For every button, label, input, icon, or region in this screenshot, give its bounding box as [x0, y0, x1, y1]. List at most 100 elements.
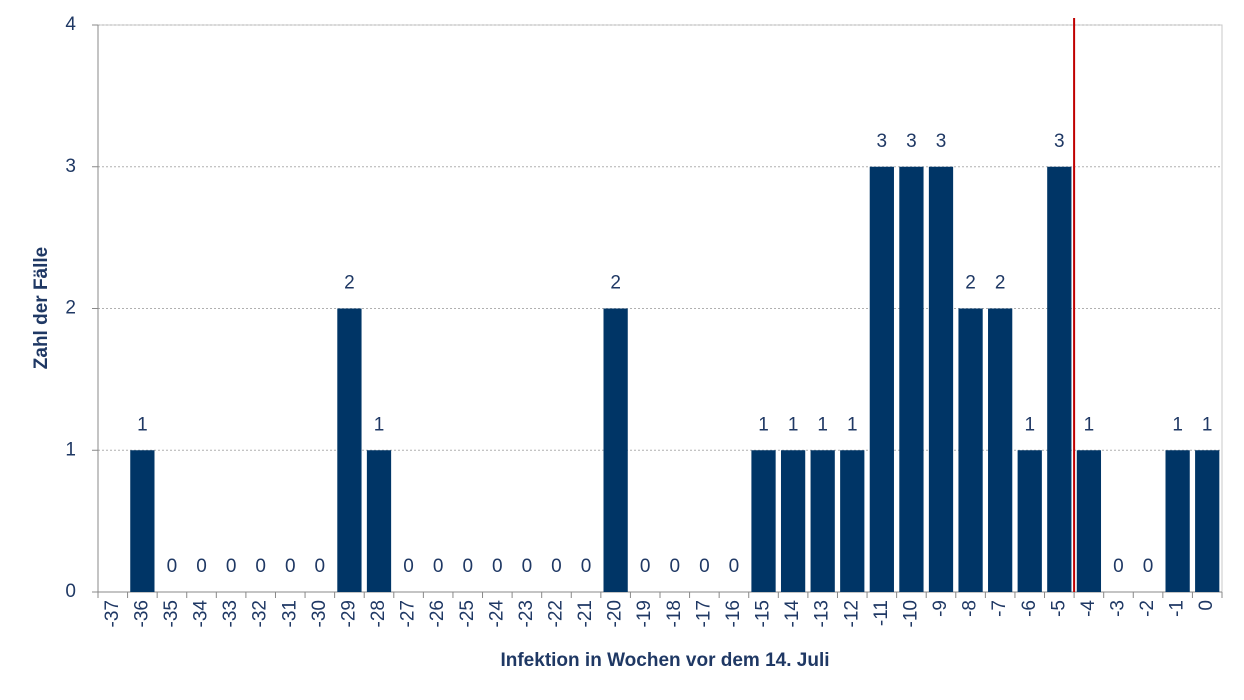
data-label: 0 — [699, 556, 710, 577]
y-tick-label: 3 — [65, 156, 76, 177]
bar — [1195, 450, 1220, 592]
x-tick-label: -33 — [220, 600, 241, 627]
x-tick-label: -8 — [960, 600, 981, 617]
x-tick-label: -32 — [250, 600, 271, 627]
data-label: 0 — [1143, 556, 1154, 577]
data-label: 2 — [344, 273, 355, 294]
x-tick-label: -28 — [368, 600, 389, 627]
bar — [958, 308, 983, 592]
y-tick-label: 0 — [65, 581, 76, 602]
x-tick-label: -15 — [753, 600, 774, 627]
x-tick-label: -29 — [338, 600, 359, 627]
bar — [1165, 450, 1190, 592]
bar — [869, 166, 894, 592]
bar — [780, 450, 806, 592]
data-label: 0 — [729, 556, 740, 577]
x-tick-label: -25 — [457, 600, 478, 627]
x-tick-label: -1 — [1167, 600, 1188, 617]
data-label: 1 — [1172, 414, 1183, 435]
bar — [130, 450, 155, 592]
x-tick-label: -13 — [812, 600, 833, 627]
x-tick-label: -26 — [427, 600, 448, 627]
bar — [899, 166, 924, 592]
x-tick-label: -30 — [309, 600, 330, 627]
data-label: 0 — [670, 556, 681, 577]
x-tick-label: -34 — [191, 600, 212, 628]
x-tick-label: -23 — [516, 600, 537, 627]
x-tick-label: -11 — [871, 600, 892, 626]
x-tick-label: -7 — [989, 600, 1010, 617]
bar — [988, 308, 1013, 592]
bar — [337, 308, 362, 592]
bar — [928, 166, 954, 592]
data-label: 3 — [877, 131, 888, 152]
bar — [1076, 450, 1102, 592]
data-label: 3 — [906, 131, 917, 152]
data-label: 3 — [936, 131, 947, 152]
x-tick-label: -10 — [900, 600, 921, 627]
data-label: 1 — [788, 414, 799, 435]
x-tick-label: -27 — [398, 600, 419, 627]
x-tick-label: -14 — [782, 600, 803, 628]
data-label: 1 — [137, 414, 148, 435]
data-label: 0 — [433, 556, 444, 577]
data-label: 2 — [995, 273, 1006, 294]
x-tick-label: -24 — [486, 600, 507, 628]
data-label: 1 — [758, 414, 769, 435]
x-tick-label: -31 — [279, 600, 300, 627]
x-tick-label: -6 — [1019, 600, 1040, 617]
data-label: 1 — [817, 414, 828, 435]
data-label: 1 — [374, 414, 385, 435]
data-label: 0 — [640, 556, 651, 577]
x-tick-label: -37 — [102, 600, 123, 627]
data-label: 1 — [1084, 414, 1095, 435]
x-tick-label: 0 — [1196, 600, 1217, 611]
data-label: 0 — [522, 556, 533, 577]
bar — [1017, 450, 1042, 592]
data-label: 1 — [1202, 414, 1213, 435]
x-tick-label: -16 — [723, 600, 744, 627]
data-label: 0 — [315, 556, 326, 577]
y-tick-label: 1 — [65, 439, 76, 460]
x-tick-label: -17 — [693, 600, 714, 627]
bar — [751, 450, 776, 592]
data-label: 3 — [1054, 131, 1065, 152]
data-label: 0 — [492, 556, 503, 577]
data-label: 0 — [196, 556, 207, 577]
x-tick-label: -19 — [634, 600, 655, 627]
data-label: 1 — [1024, 414, 1035, 435]
y-axis-title: Zahl der Fälle — [31, 247, 52, 369]
bar — [840, 450, 865, 592]
x-tick-label: -18 — [664, 600, 685, 627]
x-tick-label: -5 — [1048, 600, 1069, 617]
data-label: 0 — [1113, 556, 1124, 577]
bar — [366, 450, 392, 592]
data-label: 2 — [965, 273, 976, 294]
data-label: 0 — [462, 556, 473, 577]
x-axis-title: Infektion in Wochen vor dem 14. Juli — [500, 650, 829, 671]
x-tick-label: -35 — [161, 600, 182, 627]
data-label: 0 — [255, 556, 266, 577]
y-tick-label: 2 — [65, 298, 76, 319]
data-label: 0 — [226, 556, 237, 577]
data-label: 0 — [581, 556, 592, 577]
x-tick-label: -2 — [1137, 600, 1158, 617]
data-label: 0 — [551, 556, 562, 577]
bar — [603, 308, 628, 592]
x-tick-label: -21 — [575, 600, 596, 627]
x-tick-label: -4 — [1078, 600, 1099, 617]
x-tick-label: -20 — [605, 600, 626, 627]
bar — [1047, 166, 1072, 592]
y-tick-label: 4 — [65, 14, 76, 35]
x-tick-label: -22 — [545, 600, 566, 627]
bar — [810, 450, 835, 592]
x-tick-label: -9 — [930, 600, 951, 617]
data-label: 0 — [403, 556, 414, 577]
x-tick-label: -12 — [841, 600, 862, 627]
data-label: 1 — [847, 414, 858, 435]
data-label: 0 — [167, 556, 178, 577]
x-tick-label: -3 — [1107, 600, 1128, 617]
data-label: 2 — [610, 273, 621, 294]
x-tick-label: -36 — [131, 600, 152, 627]
